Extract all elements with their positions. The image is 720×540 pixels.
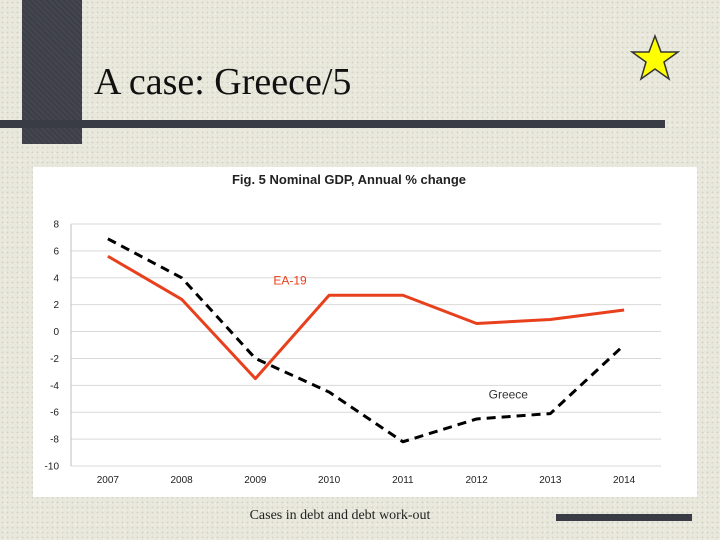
- slide-title: A case: Greece/5: [94, 61, 352, 103]
- x-tick-label: 2010: [318, 475, 341, 486]
- y-tick-label: -4: [50, 381, 59, 392]
- title-rule: [0, 120, 665, 128]
- x-tick-label: 2008: [171, 475, 194, 486]
- series-line-greece: [107, 237, 626, 444]
- y-tick-label: -6: [50, 408, 59, 419]
- star-icon: [630, 34, 680, 81]
- y-tick-label: 8: [53, 220, 59, 231]
- y-tick-label: 6: [53, 246, 59, 257]
- x-tick-label: 2011: [392, 475, 414, 486]
- y-tick-label: 2: [53, 300, 59, 311]
- line-chart: Fig. 5 Nominal GDP, Annual % change 8 6 4 2…: [45, 172, 661, 486]
- series-line-ea-19: [107, 254, 625, 381]
- footer-rule: [556, 514, 692, 521]
- x-tick-label: 2009: [244, 475, 267, 486]
- x-tick-label: 2013: [539, 475, 562, 486]
- x-tick-label: 2014: [613, 475, 636, 486]
- y-tick-label: -8: [50, 435, 59, 446]
- y-tick-label: -2: [50, 354, 59, 365]
- series-label-greece: Greece: [489, 388, 529, 402]
- x-tick-label: 2007: [97, 475, 120, 486]
- y-tick-label: 0: [53, 327, 59, 338]
- y-tick-label: 4: [53, 273, 59, 284]
- footer-text: Cases in debt and debt work-out: [0, 508, 700, 524]
- series-label-ea-19: EA-19: [273, 273, 307, 287]
- x-tick-label: 2012: [466, 475, 489, 486]
- chart-title: Fig. 5 Nominal GDP, Annual % change: [232, 172, 466, 187]
- y-tick-label: -10: [45, 462, 60, 473]
- chart-area: Fig. 5 Nominal GDP, Annual % change 8 6 4 2…: [33, 167, 697, 497]
- footer-label: Cases in debt and debt work-out: [249, 508, 431, 523]
